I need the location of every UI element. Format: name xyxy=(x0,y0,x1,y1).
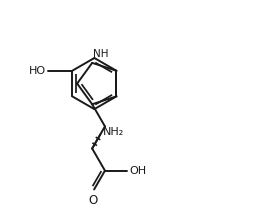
Text: OH: OH xyxy=(129,166,146,176)
Text: O: O xyxy=(88,194,98,207)
Text: NH: NH xyxy=(93,49,109,59)
Text: NH₂: NH₂ xyxy=(103,127,125,137)
Text: HO: HO xyxy=(29,66,46,76)
